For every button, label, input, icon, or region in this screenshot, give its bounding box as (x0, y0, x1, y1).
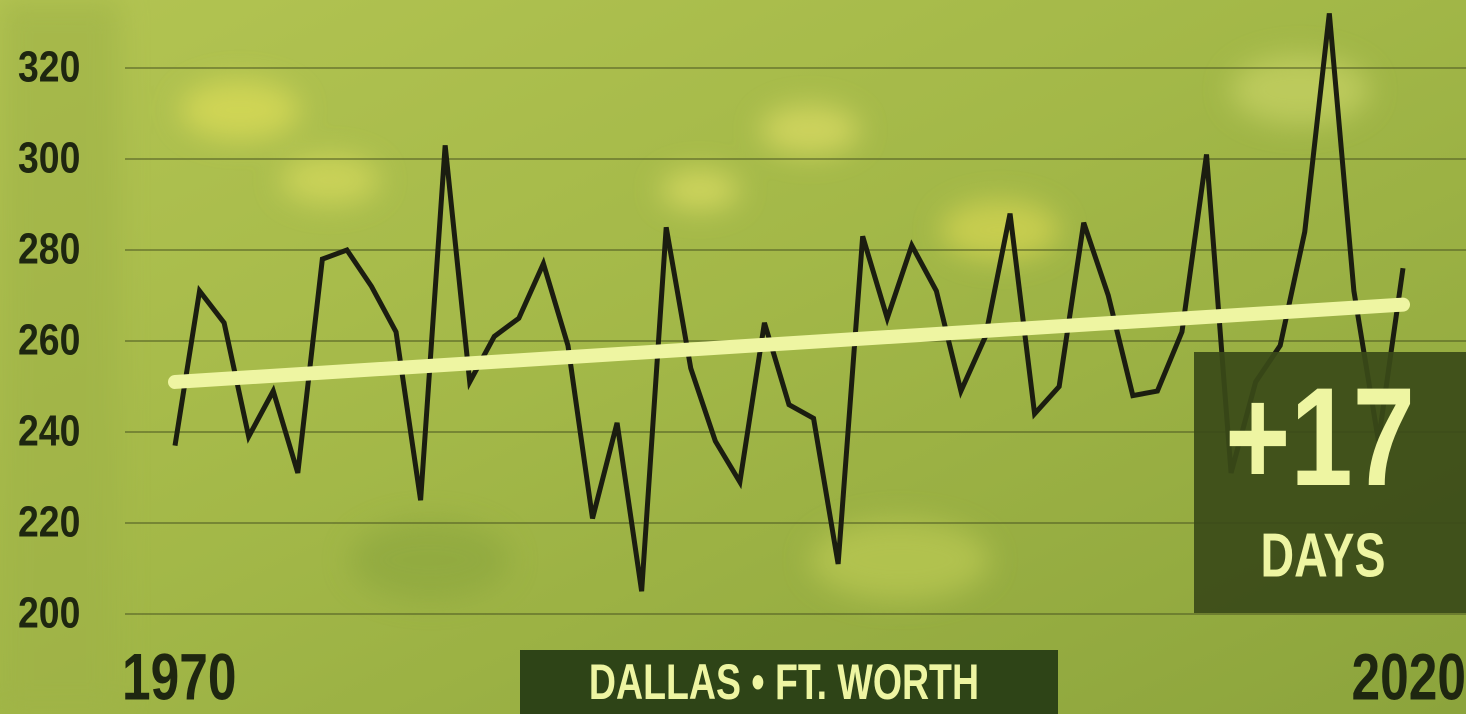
y-tick-label: 300 (18, 133, 80, 183)
annotation-box (1194, 352, 1466, 613)
y-tick-label: 260 (18, 315, 80, 365)
background-blur (0, 0, 1370, 714)
y-tick-label: 320 (18, 42, 80, 92)
y-tick-label: 280 (18, 224, 80, 274)
annotation-unit: DAYS (1261, 520, 1386, 590)
x-tick-label: 1970 (122, 639, 236, 714)
y-tick-label: 200 (18, 588, 80, 638)
marks (168, 13, 1410, 592)
y-tick-label: 220 (18, 497, 80, 547)
label-box (520, 650, 1058, 714)
annotation-value: +17 (1225, 358, 1415, 515)
y-tick-label: 240 (18, 406, 80, 456)
x-tick-label: 2020 (1352, 639, 1466, 714)
location-label: DALLAS • FT. WORTH (589, 655, 979, 710)
trend-line (168, 297, 1410, 389)
data-line (172, 13, 1406, 592)
